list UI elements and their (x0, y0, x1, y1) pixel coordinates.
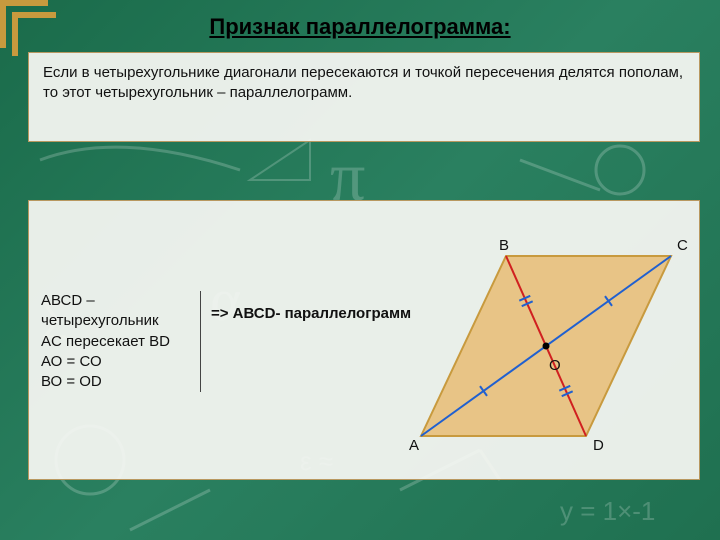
given-line: четырехугольник (41, 311, 192, 331)
label-A: А (409, 437, 419, 454)
label-C: С (677, 237, 688, 254)
parallelogram-figure: В С А D О (401, 211, 681, 471)
theorem-box: Если в четырехугольнике диагонали пересе… (28, 52, 700, 142)
main-box: АВСD – четырехугольник AC пересекает BD … (28, 200, 700, 480)
given-block: АВСD – четырехугольник AC пересекает BD … (41, 291, 201, 392)
label-B: В (499, 237, 509, 254)
label-O: О (549, 357, 561, 374)
page-title: Признак параллелограмма: (209, 14, 510, 39)
given-line: ВО = ОD (41, 372, 192, 392)
given-line: AC пересекает BD (41, 332, 192, 352)
title-wrap: Признак параллелограмма: (0, 14, 720, 40)
conclusion-text: => АВСD- параллелограмм (211, 305, 411, 322)
label-D: D (593, 437, 604, 454)
given-line: АВСD – (41, 291, 192, 311)
given-line: АО = СО (41, 352, 192, 372)
theorem-text: Если в четырехугольнике диагонали пересе… (43, 64, 683, 101)
